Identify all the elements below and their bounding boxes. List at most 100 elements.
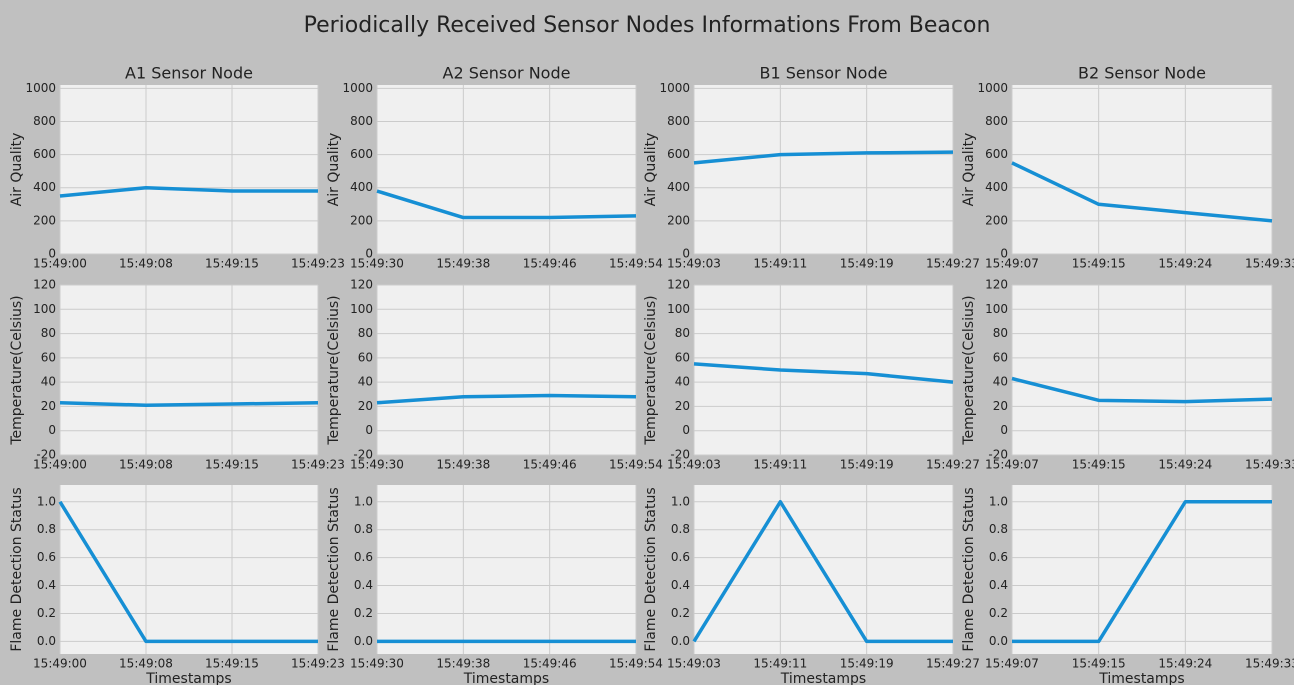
y-tick-label: 600 — [33, 147, 56, 161]
x-tick-label: 15:49:23 — [291, 257, 345, 271]
x-tick-label: 15:49:33 — [1245, 257, 1294, 271]
x-tick-label: 15:49:03 — [667, 458, 721, 472]
plot-area — [1012, 285, 1272, 455]
y-axis-label: Temperature(Celsius) — [643, 295, 659, 445]
plot-area — [694, 285, 953, 455]
data-line — [692, 500, 953, 644]
y-tick-label: 200 — [985, 213, 1008, 227]
y-tick-label: 20 — [993, 399, 1008, 413]
y-tick-label: 0.4 — [37, 578, 56, 592]
x-tick-label: 15:49:27 — [926, 458, 980, 472]
data-line — [1011, 376, 1273, 404]
x-tick-label: 15:49:46 — [523, 458, 577, 472]
y-tick-label: 1.0 — [671, 494, 690, 508]
y-axis-label: Temperature(Celsius) — [326, 295, 342, 445]
x-tick-label: 15:49:19 — [840, 257, 894, 271]
plot-area — [377, 85, 636, 254]
y-tick-label: 0 — [1000, 423, 1008, 437]
x-tick-label: 15:49:15 — [205, 257, 259, 271]
x-tick-label: 15:49:30 — [350, 657, 404, 671]
y-tick-label: 100 — [350, 302, 373, 316]
x-tick-label: 15:49:27 — [926, 257, 980, 271]
y-tick-label: 40 — [41, 375, 56, 389]
x-tick-label: 15:49:46 — [523, 657, 577, 671]
y-tick-label: 0.4 — [671, 578, 690, 592]
x-tick-label: 15:49:24 — [1158, 257, 1212, 271]
x-tick-label: 15:49:38 — [436, 657, 490, 671]
x-axis-label: Timestamps — [780, 671, 866, 685]
data-line — [1012, 500, 1272, 644]
plot-title: A2 Sensor Node — [443, 64, 571, 83]
y-tick-label: 0.2 — [671, 606, 690, 620]
x-tick-label: 15:49:38 — [436, 257, 490, 271]
x-tick-label: 15:49:11 — [753, 458, 807, 472]
y-tick-label: 1000 — [659, 81, 690, 95]
y-tick-label: 20 — [41, 399, 56, 413]
y-tick-label: 100 — [667, 302, 690, 316]
x-tick-label: 15:49:38 — [436, 458, 490, 472]
y-tick-label: -20 — [353, 448, 373, 462]
plot-area — [60, 285, 318, 455]
y-tick-label: 200 — [667, 213, 690, 227]
data-line — [693, 362, 954, 384]
y-axis-label: Flame Detection Status — [326, 487, 342, 651]
y-tick-label: 600 — [985, 147, 1008, 161]
y-axis-label: Temperature(Celsius) — [961, 295, 977, 445]
y-tick-label: 400 — [985, 180, 1008, 194]
y-tick-label: 1.0 — [354, 494, 373, 508]
data-line — [1011, 161, 1273, 223]
y-tick-label: 80 — [993, 326, 1008, 340]
x-tick-label: 15:49:00 — [33, 458, 87, 472]
y-tick-label: 0.8 — [37, 522, 56, 536]
y-tick-label: 120 — [667, 278, 690, 292]
y-tick-label: 0.8 — [989, 522, 1008, 536]
x-tick-label: 15:49:15 — [1072, 458, 1126, 472]
y-tick-label: 0 — [48, 247, 56, 261]
x-axis-label: Timestamps — [1098, 671, 1184, 685]
y-tick-label: 0 — [682, 247, 690, 261]
x-tick-label: 15:49:03 — [667, 657, 721, 671]
y-tick-label: 1000 — [25, 81, 56, 95]
y-tick-label: 1.0 — [989, 494, 1008, 508]
y-tick-label: 600 — [667, 147, 690, 161]
y-tick-label: 800 — [667, 114, 690, 128]
y-tick-label: -20 — [670, 448, 690, 462]
y-tick-label: 1000 — [342, 81, 373, 95]
x-tick-label: 15:49:15 — [205, 657, 259, 671]
x-tick-label: 15:49:54 — [609, 257, 663, 271]
y-tick-label: 20 — [358, 399, 373, 413]
y-tick-label: 600 — [350, 147, 373, 161]
x-tick-label: 15:49:11 — [753, 257, 807, 271]
x-axis-label: Timestamps — [463, 671, 549, 685]
x-tick-label: 15:49:19 — [840, 458, 894, 472]
x-tick-label: 15:49:08 — [119, 458, 173, 472]
y-tick-label: 800 — [985, 114, 1008, 128]
data-line — [376, 393, 637, 405]
x-tick-label: 15:49:23 — [291, 657, 345, 671]
y-tick-label: 400 — [667, 180, 690, 194]
x-tick-label: 15:49:24 — [1158, 458, 1212, 472]
y-tick-label: 0.4 — [989, 578, 1008, 592]
y-axis-label: Air Quality — [961, 133, 977, 207]
figure-title: Periodically Received Sensor Nodes Infor… — [304, 13, 991, 38]
y-tick-label: 1.0 — [37, 494, 56, 508]
x-tick-label: 15:49:19 — [840, 657, 894, 671]
y-tick-label: 0.2 — [989, 606, 1008, 620]
y-tick-label: 1000 — [977, 81, 1008, 95]
data-line — [376, 189, 637, 220]
y-axis-label: Air Quality — [326, 133, 342, 207]
x-tick-label: 15:49:54 — [609, 458, 663, 472]
y-tick-label: 120 — [33, 278, 56, 292]
plot-area — [377, 485, 636, 654]
y-tick-label: 400 — [33, 180, 56, 194]
y-axis-label: Temperature(Celsius) — [9, 295, 25, 445]
x-tick-label: 15:49:30 — [350, 257, 404, 271]
y-tick-label: 0.6 — [671, 550, 690, 564]
y-tick-label: 120 — [985, 278, 1008, 292]
y-tick-label: 100 — [985, 302, 1008, 316]
x-tick-label: 15:49:24 — [1158, 657, 1212, 671]
y-axis-label: Flame Detection Status — [9, 487, 25, 651]
data-line — [59, 401, 319, 407]
y-tick-label: 0 — [365, 247, 373, 261]
y-tick-label: 0 — [365, 423, 373, 437]
